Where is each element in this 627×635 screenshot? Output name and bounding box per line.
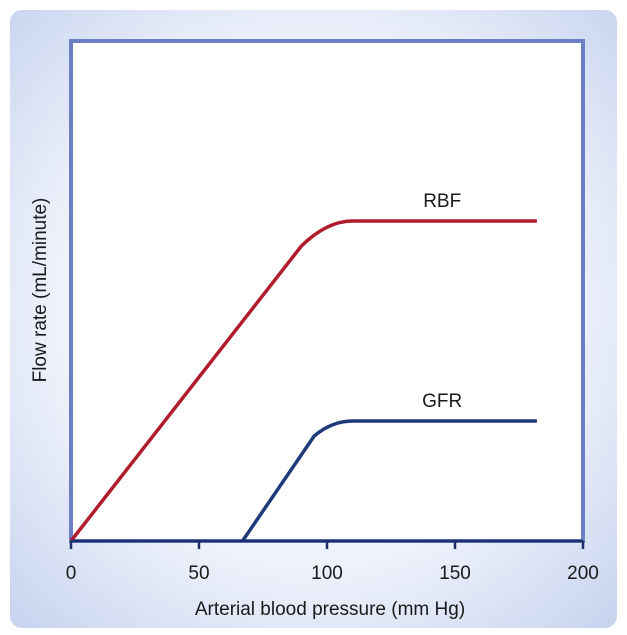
x-tick-label: 0 bbox=[66, 563, 77, 584]
series-lines bbox=[69, 219, 537, 543]
x-axis-ticks: 0 50 100 150 200 bbox=[66, 541, 599, 584]
x-tick-label: 50 bbox=[188, 563, 209, 584]
series-label-gfr: GFR bbox=[422, 391, 462, 412]
series-line-rbf bbox=[69, 219, 537, 543]
x-tick-label: 200 bbox=[567, 563, 599, 584]
x-axis-label: Arterial blood pressure (mm Hg) bbox=[195, 599, 465, 620]
plot-frame bbox=[69, 39, 585, 543]
y-axis-label: Flow rate (mL/minute) bbox=[30, 198, 51, 383]
series-label-rbf: RBF bbox=[423, 191, 461, 212]
series-labels: RBF GFR bbox=[422, 191, 462, 412]
x-tick-label: 100 bbox=[311, 563, 343, 584]
series-line-gfr bbox=[241, 419, 537, 542]
x-tick-label: 150 bbox=[439, 563, 471, 584]
